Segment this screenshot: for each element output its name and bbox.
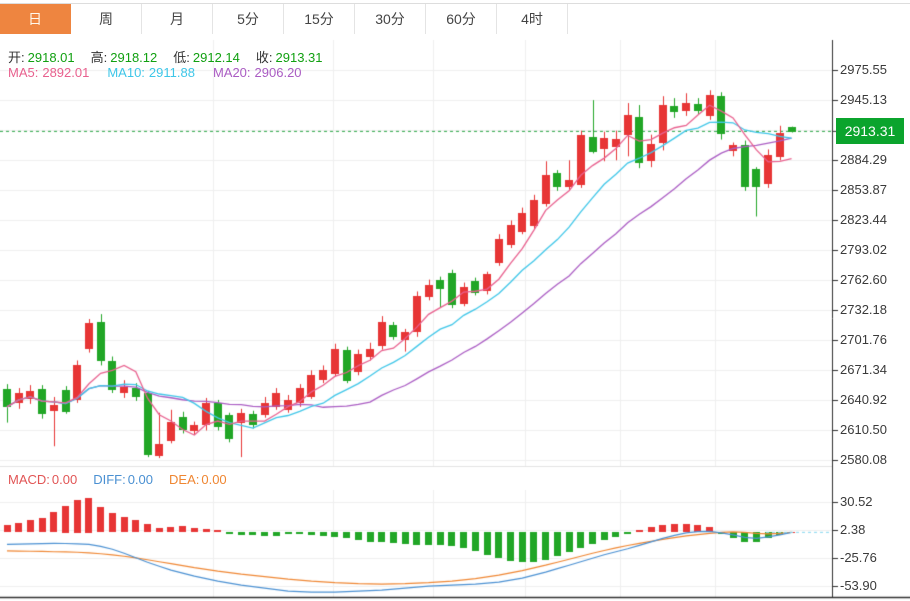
price-tick-label: 2853.87 bbox=[840, 181, 887, 197]
price-tick-label: 2610.50 bbox=[840, 422, 887, 437]
tab-month[interactable]: 月 bbox=[142, 4, 213, 34]
close-value: 2913.31 bbox=[275, 50, 323, 65]
open-label: 开: bbox=[8, 50, 25, 65]
high-value: 2918.12 bbox=[110, 50, 158, 65]
quote-readout: 开: 2918.01 高: 2918.12 低: 2912.14 收: 2913.31 bbox=[8, 47, 339, 66]
tab-15min[interactable]: 15分 bbox=[284, 4, 355, 34]
price-tick-label: 2640.92 bbox=[840, 392, 887, 407]
ma10-value: 2911.88 bbox=[148, 65, 195, 80]
tab-week[interactable]: 周 bbox=[71, 4, 142, 34]
macd-tick-label: 30.52 bbox=[840, 494, 873, 509]
price-tick-label: 2762.60 bbox=[840, 272, 887, 287]
tab-4hour[interactable]: 4时 bbox=[497, 4, 568, 34]
price-tick-label: 2793.02 bbox=[840, 242, 887, 257]
tab-5min[interactable]: 5分 bbox=[213, 4, 284, 34]
diff-value: 0.00 bbox=[127, 472, 154, 487]
price-tick-label: 2671.34 bbox=[840, 362, 887, 377]
ma-legend: MA5: 2892.01 MA10: 2911.88 MA20: 2906.20 bbox=[8, 65, 320, 80]
open-value: 2918.01 bbox=[27, 50, 75, 65]
ma20-value: 2906.20 bbox=[254, 65, 302, 80]
macd-legend: MACD: 0.00 DIFF: 0.00 DEA: 0.00 bbox=[8, 472, 243, 487]
price-tick-label: 2945.13 bbox=[840, 91, 887, 107]
ma10-label: MA10: bbox=[107, 65, 145, 80]
close-label: 收: bbox=[255, 50, 273, 65]
price-tick-label: 2884.29 bbox=[840, 151, 887, 167]
dea-label: DEA: bbox=[169, 472, 200, 487]
dea-value: 0.00 bbox=[201, 472, 227, 487]
tab-30min[interactable]: 30分 bbox=[355, 4, 426, 34]
price-tick-label: 2975.55 bbox=[840, 62, 887, 77]
macd-tick-label: -25.76 bbox=[840, 550, 877, 565]
price-tick-label: 2732.18 bbox=[840, 302, 887, 317]
macd-label: MACD: bbox=[8, 472, 50, 487]
low-label: 低: bbox=[173, 50, 190, 65]
macd-tick-label: 2.38 bbox=[840, 522, 866, 537]
high-label: 高: bbox=[90, 50, 108, 65]
ma5-value: 2892.01 bbox=[42, 65, 90, 80]
price-tick-label: 2823.44 bbox=[840, 212, 887, 227]
ma5-label: MA5: bbox=[8, 65, 39, 80]
diff-label: DIFF: bbox=[93, 472, 126, 487]
macd-value: 0.00 bbox=[51, 472, 78, 487]
tab-day[interactable]: 日 bbox=[0, 4, 71, 34]
period-tabbar: 日周月 5分 15分 30分 60分 4时 bbox=[0, 3, 910, 34]
ma20-label: MA20: bbox=[212, 65, 251, 80]
macd-tick-label: -53.90 bbox=[840, 578, 877, 593]
tab-60min[interactable]: 60分 bbox=[426, 4, 497, 34]
price-tick-label: 2580.08 bbox=[840, 452, 887, 467]
low-value: 2912.14 bbox=[192, 50, 240, 65]
price-tick-label: 2701.76 bbox=[840, 332, 887, 347]
current-price-tag: 2913.31 bbox=[836, 118, 904, 145]
